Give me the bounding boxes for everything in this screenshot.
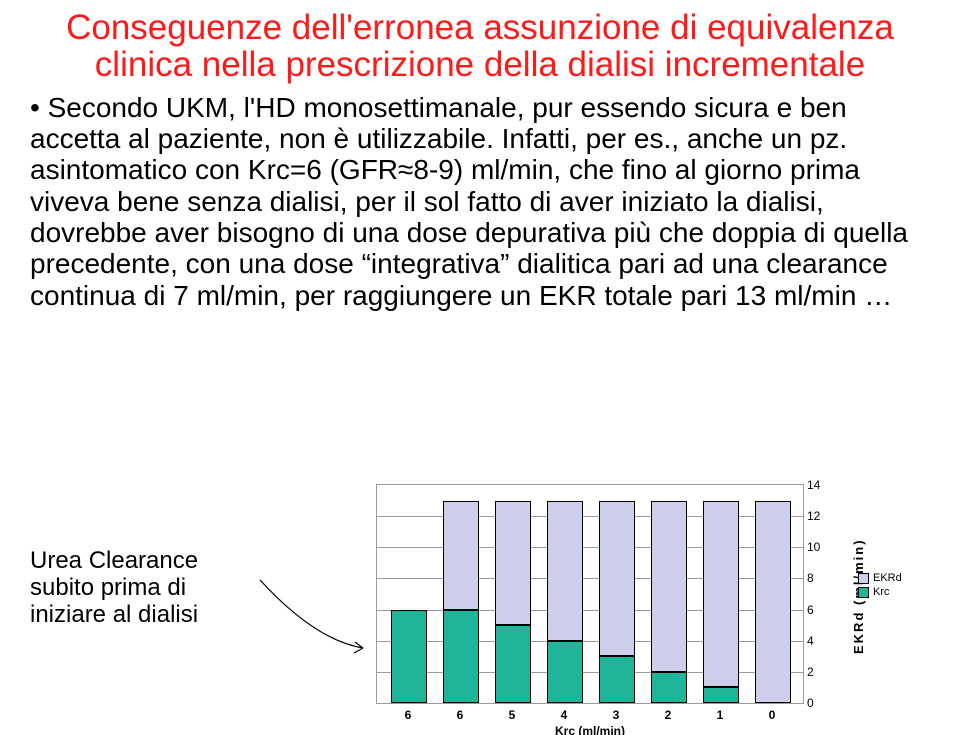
chart-x-title: Krc (ml/min) <box>376 724 804 735</box>
chart-gridline <box>377 547 803 548</box>
chart-bar-krc <box>651 672 687 703</box>
chart-bar-ekrd <box>703 501 739 688</box>
slide-title-line2: clinica nella prescrizione della dialisi… <box>95 45 865 84</box>
legend-row-krc: Krc <box>858 586 902 598</box>
chart-xtick: 6 <box>390 708 426 722</box>
chart-gridline <box>377 672 803 673</box>
chart-ytick: 4 <box>807 634 827 648</box>
chart-bar-krc <box>443 610 479 703</box>
chart-bar-ekrd <box>599 501 635 657</box>
caption-line1: Urea Clearance <box>30 547 198 574</box>
chart-bar-ekrd <box>547 501 583 641</box>
chart-bar-krc <box>599 656 635 703</box>
chart-gridline <box>377 641 803 642</box>
chart-ytick: 0 <box>807 696 827 710</box>
chart-bar-ekrd <box>443 501 479 610</box>
chart-legend: EKRd Krc <box>858 572 902 600</box>
chart-gridline <box>377 578 803 579</box>
caption-line2: subito prima di <box>30 574 186 601</box>
chart-xtick: 5 <box>494 708 530 722</box>
slide-title-line1: Conseguenze dell'erronea assunzione di e… <box>66 8 894 47</box>
caption: Urea Clearance subito prima di iniziare … <box>30 548 260 629</box>
legend-swatch-ekrd <box>858 573 869 584</box>
chart-xtick: 1 <box>702 708 738 722</box>
slide-title: Conseguenze dell'erronea assunzione di e… <box>30 10 930 84</box>
chart-bar-ekrd <box>495 501 531 626</box>
chart-bar-krc <box>703 687 739 703</box>
ekr-chart: 02468101214 Krc (ml/min) EKRd (ml/min) E… <box>376 484 846 729</box>
chart-ytick: 8 <box>807 571 827 585</box>
chart-bar-krc <box>391 610 427 703</box>
legend-label-ekrd: EKRd <box>873 572 902 584</box>
chart-ytick: 12 <box>807 509 827 523</box>
chart-bar-ekrd <box>755 501 791 703</box>
chart-ytick: 10 <box>807 540 827 554</box>
paragraph-quoted: integrativa <box>362 248 510 279</box>
chart-xtick: 4 <box>546 708 582 722</box>
legend-row-ekrd: EKRd <box>858 572 902 584</box>
chart-bar-krc <box>495 625 531 703</box>
chart-plot-area: 02468101214 <box>376 484 804 704</box>
caption-line3: iniziare al dialisi <box>30 601 198 628</box>
arrow-icon <box>255 570 385 660</box>
chart-xtick: 0 <box>754 708 790 722</box>
legend-swatch-krc <box>858 587 869 598</box>
legend-label-krc: Krc <box>873 586 890 598</box>
chart-ytick: 6 <box>807 603 827 617</box>
chart-gridline <box>377 516 803 517</box>
paragraph: • Secondo UKM, l'HD monosettimanale, pur… <box>30 92 930 312</box>
chart-xtick: 2 <box>650 708 686 722</box>
chart-xtick: 6 <box>442 708 478 722</box>
chart-bar-krc <box>547 641 583 703</box>
chart-gridline <box>377 610 803 611</box>
chart-ytick: 14 <box>807 478 827 492</box>
chart-ytick: 2 <box>807 665 827 679</box>
chart-bar-ekrd <box>651 501 687 672</box>
chart-xtick: 3 <box>598 708 634 722</box>
